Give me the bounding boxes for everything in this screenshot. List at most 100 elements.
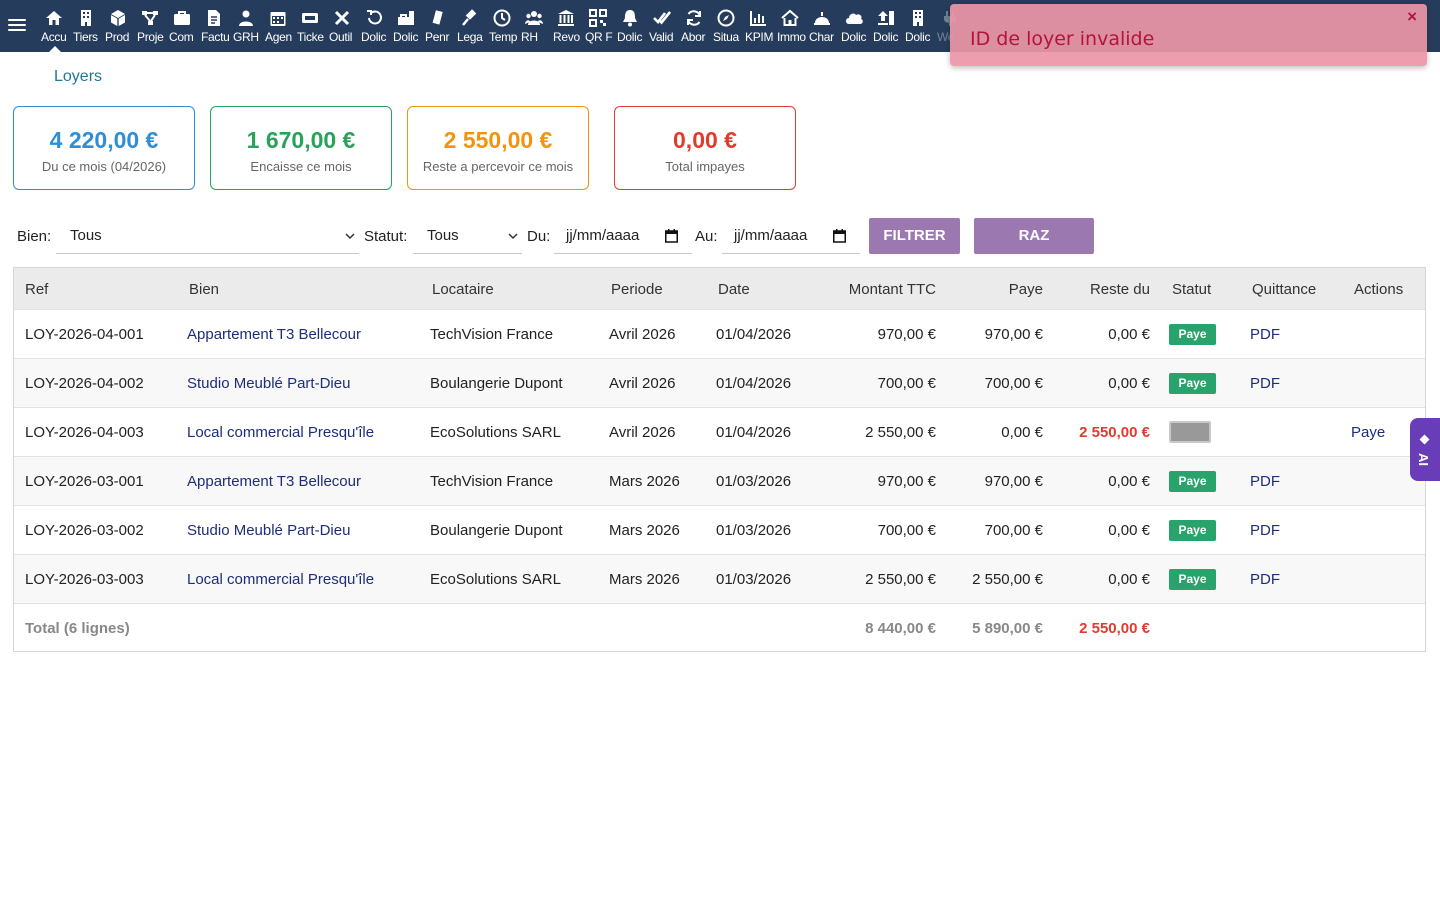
tools-icon (334, 10, 350, 26)
status-badge-empty (1169, 421, 1211, 443)
nav-item[interactable]: Agen (262, 0, 294, 52)
montant-cell: 700,00 € (877, 375, 936, 392)
quittance-pdf-link[interactable]: PDF (1250, 571, 1280, 588)
calendar-icon[interactable] (665, 229, 678, 243)
nav-item-label: RH (521, 30, 538, 44)
nav-item[interactable]: Prod (102, 0, 134, 52)
dome-icon (814, 12, 830, 25)
bien-link[interactable]: Studio Meublé Part-Dieu (187, 375, 351, 392)
quittance-pdf-link[interactable]: PDF (1250, 522, 1280, 539)
date-cell: 01/04/2026 (716, 375, 792, 392)
nav-item[interactable]: Com (166, 0, 198, 52)
nav-item[interactable]: Factu (198, 0, 230, 52)
date-cell: 01/04/2026 (716, 326, 792, 343)
bien-link[interactable]: Local commercial Presqu'île (187, 424, 375, 441)
column-header-locataire[interactable]: Locataire (432, 281, 494, 298)
nav-item[interactable]: Revo (550, 0, 582, 52)
status-badge: Paye (1169, 520, 1216, 541)
nav-item[interactable]: Proje (134, 0, 166, 52)
nav-item[interactable]: Dolic (358, 0, 390, 52)
chevron-down-icon (508, 233, 518, 240)
mark-paid-action[interactable]: Paye (1351, 424, 1386, 441)
nav-item-label: Revo (553, 30, 580, 44)
table-row: LOY-2026-04-001 Appartement T3 Bellecour T… (14, 309, 1425, 358)
nav-item[interactable]: KPIM (742, 0, 774, 52)
nav-item[interactable]: Dolic (902, 0, 934, 52)
nav-item[interactable]: Accu (38, 0, 70, 52)
ticket-icon (302, 13, 318, 23)
locataire-cell: EcoSolutions SARL (430, 571, 561, 588)
column-header-date[interactable]: Date (718, 281, 750, 298)
quittance-pdf-link[interactable]: PDF (1250, 473, 1280, 490)
bien-link[interactable]: Appartement T3 Bellecour (187, 326, 361, 343)
rents-table: Ref Bien Locataire Periode Date Montant … (13, 267, 1426, 652)
nav-item[interactable]: RH (518, 0, 550, 52)
table-row: LOY-2026-03-001 Appartement T3 Bellecour T… (14, 456, 1425, 505)
date-cell: 01/04/2026 (716, 424, 792, 441)
du-filter-label: Du: (527, 228, 551, 245)
kpi-value: 1 670,00 € (246, 127, 356, 153)
cube-icon (111, 10, 125, 26)
nav-item[interactable]: Dolic (390, 0, 422, 52)
nav-item[interactable]: Penr (422, 0, 454, 52)
nav-item[interactable]: GRH (230, 0, 262, 52)
store-icon (398, 11, 414, 25)
column-header-periode[interactable]: Periode (611, 281, 663, 298)
nav-item[interactable]: Dolic (870, 0, 902, 52)
reste-cell: 0,00 € (1108, 571, 1150, 588)
periode-cell: Mars 2026 (609, 571, 680, 588)
kpi-card-unpaid: 0,00 € Total impayes (614, 106, 796, 190)
nav-item[interactable]: Valid (646, 0, 678, 52)
column-header-bien[interactable]: Bien (189, 281, 220, 298)
nav-item[interactable]: Char (806, 0, 838, 52)
users-icon (239, 10, 253, 26)
nav-item-label: Accu (41, 30, 67, 44)
kpi-value: 0,00 € (673, 127, 737, 153)
nav-item[interactable]: Dolic (838, 0, 870, 52)
ref-cell: LOY-2026-03-001 (25, 473, 144, 490)
reset-button[interactable]: RAZ (974, 218, 1094, 254)
total-paye: 5 890,00 € (972, 620, 1043, 637)
paye-cell: 970,00 € (984, 326, 1043, 343)
bien-link[interactable]: Studio Meublé Part-Dieu (187, 522, 351, 539)
column-header-montant[interactable]: Montant TTC (848, 281, 936, 298)
filter-button[interactable]: FILTRER (869, 218, 960, 254)
du-date-input[interactable]: jj/mm/aaaa (554, 219, 692, 254)
nav-item[interactable]: Lega (454, 0, 486, 52)
column-header-reste[interactable]: Reste du (1089, 281, 1150, 298)
reste-cell: 0,00 € (1108, 522, 1150, 539)
column-header-paye[interactable]: Paye (1008, 281, 1043, 298)
quittance-pdf-link[interactable]: PDF (1250, 375, 1280, 392)
au-date-input[interactable]: jj/mm/aaaa (722, 219, 860, 254)
bien-link[interactable]: Appartement T3 Bellecour (187, 473, 361, 490)
nav-item[interactable]: Temp (486, 0, 518, 52)
au-date-value: jj/mm/aaaa (734, 227, 808, 244)
nav-item[interactable]: Abor (678, 0, 710, 52)
kpi-label: Reste a percevoir ce mois (422, 159, 574, 174)
statut-select[interactable]: Tous (413, 219, 522, 254)
nav-item[interactable]: Situa (710, 0, 742, 52)
nav-item[interactable]: Tiers (70, 0, 102, 52)
hamburger-menu-icon[interactable] (8, 16, 26, 36)
calendar-icon[interactable] (833, 229, 846, 243)
nav-item[interactable]: QR F (582, 0, 614, 52)
nav-item[interactable]: Outil (326, 0, 358, 52)
ai-assistant-tab[interactable]: AI (1410, 418, 1440, 481)
column-header-statut[interactable]: Statut (1172, 281, 1212, 298)
nav-item[interactable]: Dolic (614, 0, 646, 52)
column-header-quittance[interactable]: Quittance (1252, 281, 1317, 298)
bien-select[interactable]: Tous (56, 219, 359, 254)
nav-item[interactable]: Ticke (294, 0, 326, 52)
close-icon[interactable]: × (1407, 7, 1417, 26)
status-badge: Paye (1169, 569, 1216, 590)
quittance-pdf-link[interactable]: PDF (1250, 326, 1280, 343)
periode-cell: Avril 2026 (609, 326, 676, 343)
column-header-ref[interactable]: Ref (25, 281, 49, 298)
paye-cell: 700,00 € (984, 375, 1043, 392)
nav-item-label: Char (809, 30, 834, 44)
ref-cell: LOY-2026-04-003 (25, 424, 144, 441)
bien-link[interactable]: Local commercial Presqu'île (187, 571, 375, 588)
ref-cell: LOY-2026-04-001 (25, 326, 144, 343)
nav-item[interactable]: Immo (774, 0, 806, 52)
gavel-icon (462, 9, 477, 26)
